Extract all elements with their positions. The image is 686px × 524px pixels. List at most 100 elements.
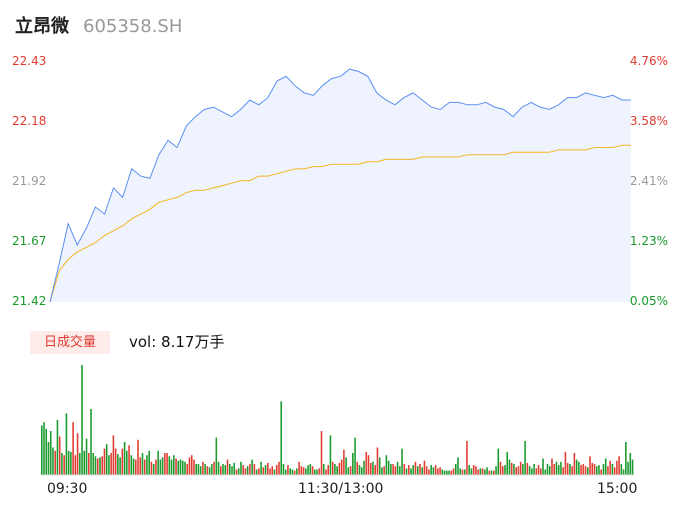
volume-bar xyxy=(112,435,115,475)
volume-bar xyxy=(293,470,296,475)
volume-bar xyxy=(535,468,538,475)
volume-bar xyxy=(164,453,166,475)
volume-bar xyxy=(575,459,578,475)
volume-bar xyxy=(134,459,137,475)
volume-bar xyxy=(540,468,542,475)
volume-bar xyxy=(150,461,153,475)
volume-bar xyxy=(566,462,569,475)
volume-bar xyxy=(600,469,602,475)
volume-bar xyxy=(242,465,244,475)
volume-bar xyxy=(555,461,558,475)
volume-bar xyxy=(439,467,441,475)
volume-bar xyxy=(399,466,401,475)
volume-bar xyxy=(260,461,262,475)
volume-text: vol: 8.17万手 xyxy=(129,333,225,351)
volume-bar xyxy=(168,456,171,475)
volume-bar xyxy=(466,440,468,475)
volume-bar xyxy=(96,458,99,475)
volume-bar xyxy=(206,466,209,475)
volume-bar xyxy=(103,448,106,475)
volume-bar xyxy=(228,464,231,475)
volume-bar xyxy=(481,468,484,475)
volume-bar xyxy=(629,453,632,475)
volume-bar xyxy=(358,465,361,475)
volume-bar xyxy=(616,460,618,475)
volume-bar xyxy=(320,431,323,475)
volume-bar xyxy=(137,439,139,475)
volume-bar xyxy=(195,464,197,475)
volume-bar xyxy=(181,460,184,475)
volume-bar xyxy=(108,455,110,475)
volume-bar xyxy=(365,451,368,475)
volume-bar xyxy=(602,464,605,475)
y-tick-label-right: 3.58% xyxy=(629,114,668,128)
volume-bar xyxy=(101,456,103,475)
volume-bar xyxy=(519,461,522,475)
volume-bar xyxy=(76,433,79,475)
volume-bar xyxy=(87,453,90,475)
volume-bar xyxy=(296,468,298,475)
volume-bar xyxy=(419,464,421,475)
volume-bar xyxy=(217,461,220,475)
volume-bar xyxy=(369,462,372,475)
volume-bar xyxy=(392,464,394,475)
volume-bar xyxy=(83,450,86,475)
volume-bar xyxy=(407,465,410,475)
volume-bar xyxy=(300,466,303,475)
volume-bar xyxy=(208,467,211,475)
volume-bar xyxy=(557,465,560,475)
stock-name: 立昂微 xyxy=(15,16,69,37)
volume-bar xyxy=(611,464,614,475)
avg-price-line xyxy=(49,144,631,303)
volume-bar xyxy=(607,466,609,475)
y-tick-label-left: 22.43 xyxy=(12,54,47,68)
volume-bar xyxy=(329,435,332,475)
volume-bar xyxy=(412,465,415,475)
volume-bar xyxy=(298,461,300,475)
volume-bar xyxy=(501,466,504,475)
volume-bar xyxy=(141,453,144,475)
volume-tag: 日成交量 xyxy=(30,331,110,354)
volume-bar xyxy=(475,466,477,475)
stock-header: 立昂微 605358.SH xyxy=(15,12,182,40)
volume-bar xyxy=(267,462,269,475)
volume-bar xyxy=(110,453,112,475)
volume-bar xyxy=(190,455,193,475)
volume-bar xyxy=(410,468,412,475)
volume-bar xyxy=(425,466,428,475)
volume-bar xyxy=(43,422,45,475)
volume-bar xyxy=(287,465,289,475)
volume-bar xyxy=(307,465,309,475)
volume-bar xyxy=(54,450,56,475)
volume-bar xyxy=(345,457,347,475)
y-tick-label-left: 22.18 xyxy=(12,114,47,128)
volume-bar xyxy=(343,449,345,475)
volume-bar xyxy=(175,458,177,475)
volume-bar xyxy=(428,469,430,475)
volume-bar xyxy=(569,464,571,475)
volume-bar xyxy=(515,467,517,475)
volume-bar xyxy=(589,456,591,475)
volume-bar xyxy=(253,464,256,475)
volume-bar xyxy=(278,461,280,475)
volume-bar xyxy=(542,458,544,475)
volume-bar xyxy=(385,455,388,475)
volume-bar xyxy=(199,466,202,475)
price-line xyxy=(49,68,631,303)
volume-bar xyxy=(340,459,343,475)
volume-bar xyxy=(537,465,540,475)
volume-bar xyxy=(258,468,260,475)
volume-bar xyxy=(148,450,150,475)
volume-bar xyxy=(582,464,585,475)
volume-bar xyxy=(311,466,314,475)
volume-bar xyxy=(291,469,294,475)
volume-bar xyxy=(437,468,439,475)
volume-bar xyxy=(490,470,493,475)
volume-bar xyxy=(513,464,515,475)
volume-bar xyxy=(627,461,629,475)
volume-bar xyxy=(305,468,307,475)
volume-bar xyxy=(159,459,162,475)
volume-bar xyxy=(598,465,600,475)
volume-bar xyxy=(560,461,562,475)
volume-bar xyxy=(432,467,435,475)
